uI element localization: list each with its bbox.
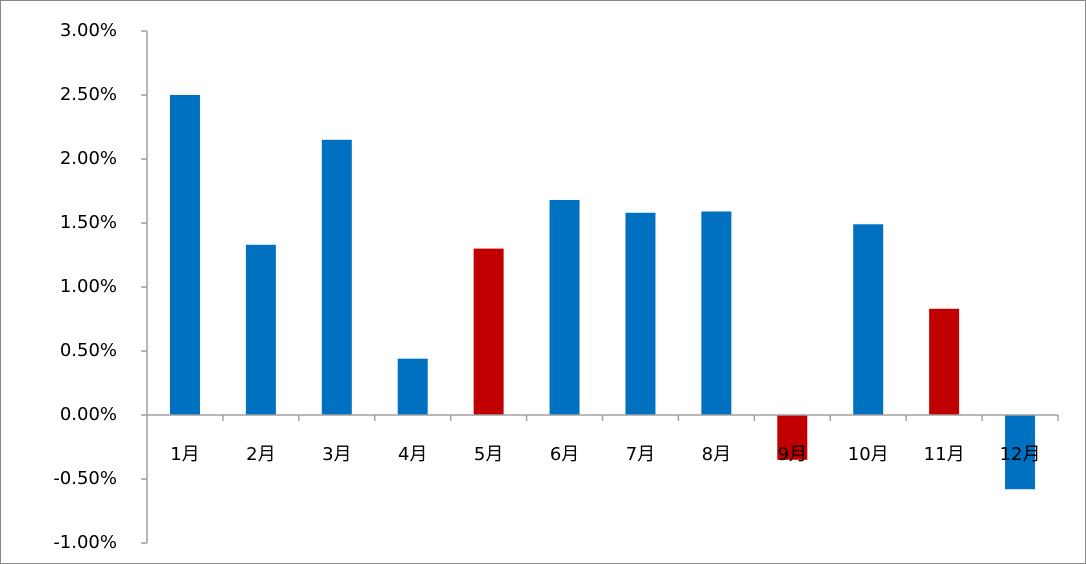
- x-tick-label: 7月: [626, 444, 655, 465]
- bar: [853, 224, 884, 415]
- x-tick-label: 6月: [550, 444, 579, 465]
- y-tick-label: 0.50%: [60, 340, 117, 361]
- bar: [777, 415, 808, 460]
- y-tick-label: 2.50%: [60, 84, 117, 105]
- bar: [473, 248, 504, 415]
- bar: [701, 211, 732, 415]
- y-tick-label: -1.00%: [53, 532, 117, 553]
- x-tick-label: 12月: [1000, 444, 1041, 465]
- x-tick-label: 4月: [398, 444, 427, 465]
- bar: [625, 212, 656, 415]
- y-tick-label: 1.00%: [60, 276, 117, 297]
- x-tick-label: 10月: [848, 444, 889, 465]
- x-tick-label: 9月: [778, 444, 807, 465]
- bar: [169, 95, 200, 415]
- bar: [1005, 415, 1036, 490]
- bar: [321, 139, 352, 416]
- bar: [929, 308, 960, 415]
- y-tick-label: 0.00%: [60, 404, 117, 425]
- x-tick-label: 8月: [702, 444, 731, 465]
- x-tick-label: 3月: [322, 444, 351, 465]
- y-tick-label: 1.50%: [60, 212, 117, 233]
- bar: [549, 199, 580, 415]
- bar: [397, 358, 428, 415]
- x-tick-label: 5月: [474, 444, 503, 465]
- y-tick-label: -0.50%: [53, 468, 117, 489]
- y-tick-label: 2.00%: [60, 148, 117, 169]
- x-tick-label: 2月: [246, 444, 275, 465]
- x-tick-label: 11月: [924, 444, 965, 465]
- bar: [245, 244, 276, 415]
- x-tick-label: 1月: [170, 444, 199, 465]
- y-tick-label: 3.00%: [60, 20, 117, 41]
